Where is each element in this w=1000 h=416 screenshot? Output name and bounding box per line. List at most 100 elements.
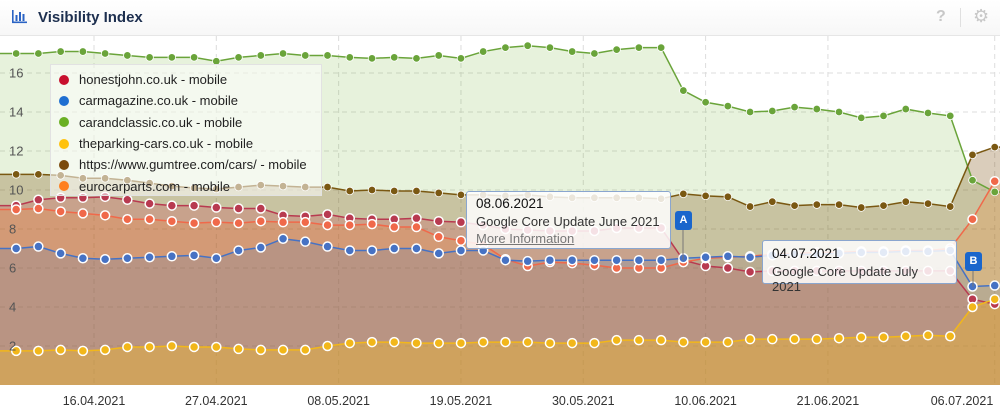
data-point — [968, 150, 977, 160]
data-point — [433, 215, 444, 227]
data-point — [344, 219, 356, 231]
data-point — [411, 337, 422, 349]
data-point — [122, 253, 133, 264]
widget-title: Visibility Index — [38, 9, 143, 26]
data-point — [722, 336, 734, 348]
data-point — [455, 216, 467, 228]
data-point — [77, 345, 89, 357]
data-point — [611, 334, 622, 346]
annotation-flag-b[interactable]: B — [965, 252, 982, 271]
data-point — [323, 182, 332, 192]
data-point — [944, 331, 956, 342]
data-point — [411, 243, 422, 254]
data-point — [433, 231, 444, 243]
x-tick-label: 21.06.2021 — [796, 394, 860, 408]
data-point — [678, 336, 689, 348]
data-point — [233, 245, 244, 256]
data-point — [455, 337, 467, 349]
data-point — [768, 197, 777, 206]
data-point — [857, 203, 866, 212]
legend-dot-icon — [59, 138, 69, 149]
x-tick-label: 06.07.2021 — [930, 394, 994, 408]
data-point — [189, 53, 199, 62]
legend-item[interactable]: theparking-cars.co.uk - mobile — [59, 133, 321, 154]
data-point — [166, 251, 178, 262]
y-tick-label: 8 — [9, 221, 17, 237]
data-point — [745, 107, 755, 117]
data-point — [633, 334, 645, 346]
data-point — [144, 214, 155, 225]
legend-item[interactable]: carmagazine.co.uk - mobile — [59, 90, 321, 111]
data-point — [522, 255, 533, 267]
annotation-date: 04.07.2021 — [772, 246, 840, 261]
data-point — [390, 186, 399, 196]
data-point — [456, 190, 466, 200]
data-point — [477, 336, 489, 348]
gear-icon[interactable]: ⚙ — [973, 6, 990, 26]
data-point — [700, 336, 711, 348]
more-information-link[interactable]: More Information — [476, 231, 575, 246]
data-point — [589, 337, 600, 349]
widget-header: Visibility Index ? ⚙ — [0, 0, 1000, 36]
divider — [960, 8, 961, 27]
data-point — [745, 202, 755, 211]
legend-item[interactable]: eurocarparts.com - mobile — [59, 175, 321, 196]
data-point — [11, 49, 21, 58]
legend-item[interactable]: honestjohn.co.uk - mobile — [59, 69, 321, 90]
data-point — [989, 293, 1000, 305]
data-point — [11, 170, 21, 179]
data-point — [922, 330, 934, 341]
data-point — [366, 245, 378, 256]
data-point — [523, 41, 532, 50]
data-point — [923, 199, 933, 208]
legend-label: theparking-cars.co.uk - mobile — [79, 136, 254, 152]
data-point — [544, 254, 556, 266]
data-point — [277, 233, 289, 244]
data-point — [255, 242, 267, 253]
data-point — [433, 248, 444, 259]
data-point — [545, 43, 555, 52]
data-point — [211, 341, 222, 353]
data-point — [434, 51, 443, 60]
data-point — [656, 43, 666, 52]
data-point — [633, 254, 645, 266]
data-point — [723, 192, 733, 202]
data-point — [211, 216, 222, 228]
data-point — [856, 331, 867, 343]
data-point — [390, 53, 399, 62]
data-point — [812, 104, 821, 114]
data-point — [901, 104, 910, 114]
y-tick-label: 12 — [9, 143, 24, 159]
legend-label: honestjohn.co.uk - mobile — [79, 72, 228, 88]
data-point — [900, 331, 912, 342]
data-point — [77, 208, 89, 219]
legend-item[interactable]: carandclassic.co.uk - mobile — [59, 112, 321, 133]
legend-dot-icon — [59, 181, 69, 192]
data-point — [967, 301, 978, 313]
annotation-tooltip-b: 04.07.2021 Google Core Update July 2021 — [762, 240, 957, 294]
data-point — [744, 333, 756, 345]
data-point — [56, 47, 65, 56]
data-point — [10, 204, 22, 215]
data-point — [790, 201, 799, 210]
data-point — [768, 106, 777, 116]
x-tick-label: 30.05.2021 — [551, 394, 615, 408]
data-point — [834, 200, 844, 209]
data-point — [744, 266, 756, 278]
question-icon[interactable]: ? — [936, 8, 946, 25]
y-tick-label: 4 — [9, 299, 17, 315]
legend-dot-icon — [59, 159, 69, 170]
data-point — [923, 108, 933, 118]
y-tick-label: 10 — [9, 182, 24, 198]
legend-item[interactable]: https://www.gumtree.com/cars/ - mobile — [59, 154, 321, 175]
data-point — [655, 254, 667, 266]
data-point — [188, 200, 200, 211]
data-point — [968, 176, 977, 185]
annotation-flag-a[interactable]: A — [675, 211, 692, 230]
annotation-text: Google Core Update July 2021 — [772, 264, 918, 294]
annotation-date: 08.06.2021 — [476, 196, 544, 211]
data-point — [300, 344, 311, 356]
data-point — [345, 186, 354, 196]
data-point — [590, 49, 599, 58]
data-point — [300, 216, 311, 228]
